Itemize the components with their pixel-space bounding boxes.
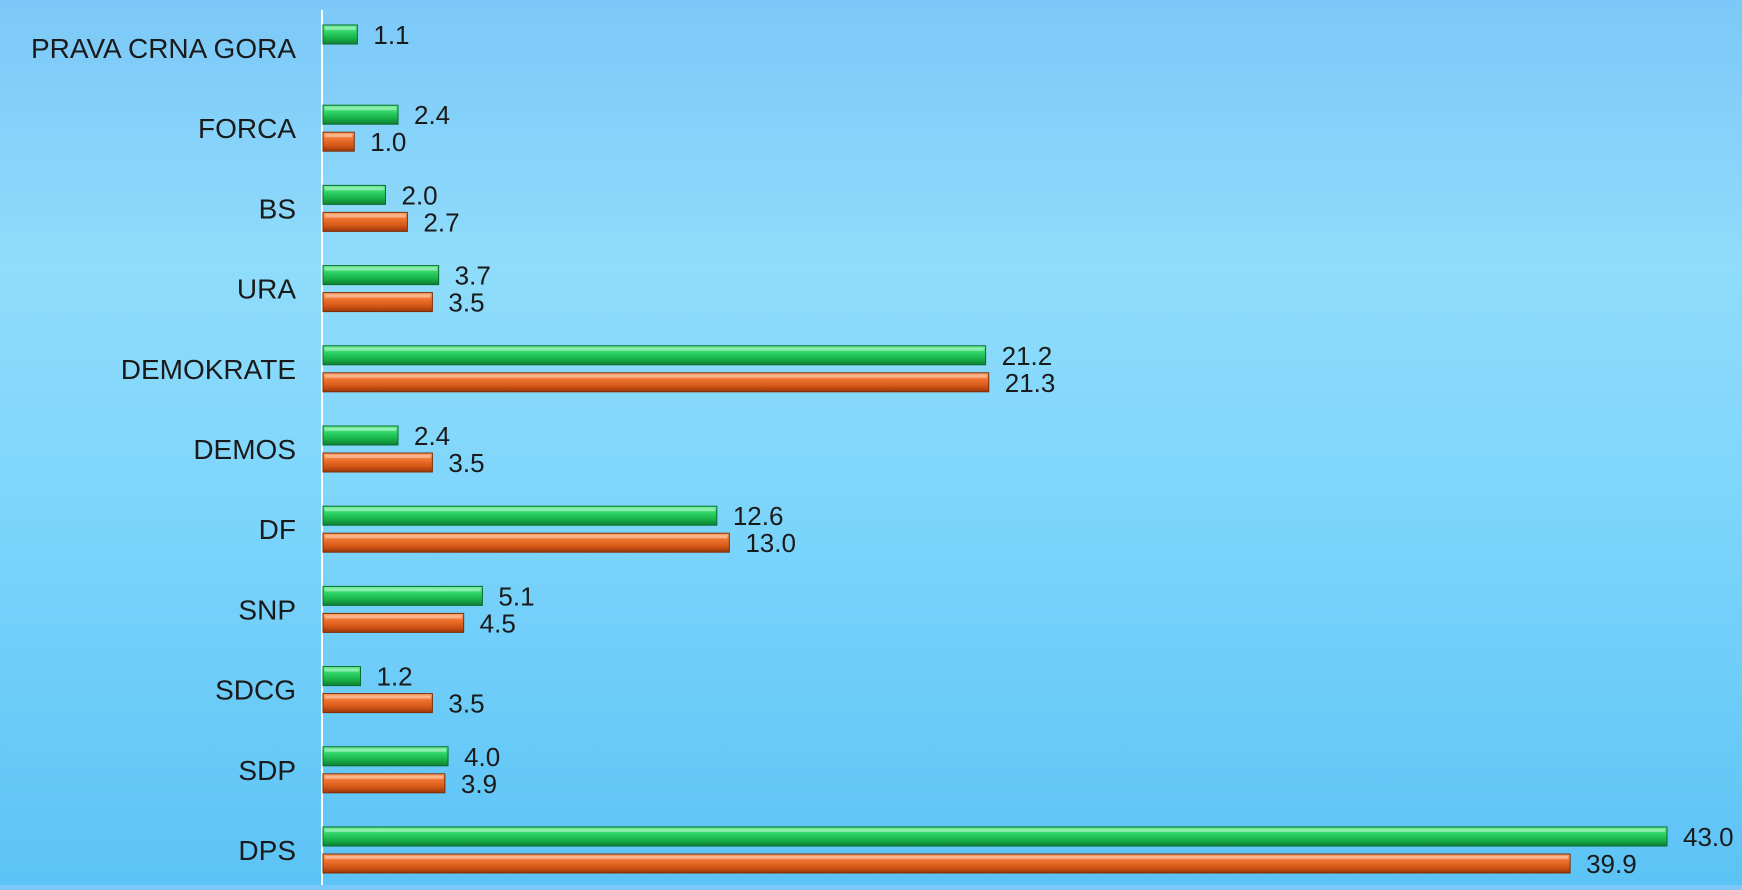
value-label-green: 43.0 — [1683, 822, 1734, 852]
bar-highlight — [325, 775, 443, 779]
value-label-green: 2.4 — [414, 100, 450, 130]
category-label: PRAVA CRNA GORA — [31, 33, 296, 64]
bar-highlight — [325, 134, 353, 138]
bar-orange — [322, 612, 465, 633]
bar-highlight — [325, 856, 1569, 859]
bar-highlight — [325, 829, 1665, 832]
value-label-green: 1.2 — [377, 662, 413, 692]
category-label: URA — [237, 274, 296, 305]
bar-orange — [322, 693, 433, 714]
bar-green — [322, 826, 1668, 847]
bar-green — [322, 666, 362, 687]
bar-green — [322, 425, 399, 446]
value-label-orange: 21.3 — [1005, 368, 1056, 398]
bar-highlight — [325, 294, 431, 298]
bar-highlight — [325, 455, 431, 458]
value-label-orange: 3.5 — [448, 448, 484, 478]
value-label-green: 2.0 — [402, 180, 438, 210]
value-label-green: 4.0 — [464, 742, 500, 772]
bar-highlight — [325, 27, 356, 30]
category-label: DF — [259, 514, 296, 545]
bar-orange — [322, 853, 1571, 874]
bar-highlight — [325, 347, 984, 351]
category-label: SNP — [238, 594, 296, 625]
value-label-green: 2.4 — [414, 421, 450, 451]
value-label-orange: 3.5 — [448, 689, 484, 719]
value-label-orange: 1.0 — [370, 127, 406, 157]
value-label-green: 21.2 — [1002, 341, 1053, 371]
bar-orange — [322, 773, 446, 794]
bar-green — [322, 585, 483, 606]
bar-green — [322, 265, 440, 286]
bar-highlight — [325, 107, 397, 111]
bar-highlight — [325, 615, 462, 619]
bar-highlight — [325, 187, 384, 191]
value-label-green: 5.1 — [498, 581, 534, 611]
bar-green — [322, 24, 358, 45]
bar-green — [322, 104, 399, 125]
bar-green — [322, 184, 387, 205]
bar-orange — [322, 211, 408, 232]
bar-green — [322, 505, 718, 526]
category-label: SDCG — [215, 675, 296, 706]
bar-green — [322, 746, 449, 767]
bar-highlight — [325, 588, 481, 592]
value-label-orange: 4.5 — [480, 608, 516, 638]
bar-orange — [322, 532, 730, 553]
bar-highlight — [325, 428, 397, 431]
bar-highlight — [325, 508, 715, 512]
category-label: DEMOS — [193, 434, 296, 465]
bar-highlight — [325, 695, 431, 699]
bar-highlight — [325, 374, 987, 378]
category-label: SDP — [238, 755, 296, 786]
category-label: DEMOKRATE — [121, 354, 296, 385]
bar-orange — [322, 292, 433, 313]
value-label-orange: 3.5 — [448, 288, 484, 318]
bar-orange — [322, 131, 355, 152]
bar-highlight — [325, 668, 359, 672]
bar-green — [322, 345, 987, 366]
value-label-orange: 3.9 — [461, 769, 497, 799]
bar-highlight — [325, 267, 437, 271]
value-label-orange: 2.7 — [423, 207, 459, 237]
value-label-green: 1.1 — [373, 20, 409, 50]
category-label: FORCA — [198, 113, 296, 144]
bar-orange — [322, 452, 433, 473]
value-label-orange: 13.0 — [745, 528, 796, 558]
bar-highlight — [325, 748, 447, 752]
category-label: BS — [259, 193, 296, 224]
category-label: DPS — [238, 835, 296, 866]
bar-orange — [322, 372, 990, 393]
value-label-green: 12.6 — [733, 501, 784, 531]
bar-highlight — [325, 214, 406, 218]
value-label-orange: 39.9 — [1586, 849, 1637, 879]
bar-highlight — [325, 535, 728, 539]
value-label-green: 3.7 — [455, 261, 491, 291]
